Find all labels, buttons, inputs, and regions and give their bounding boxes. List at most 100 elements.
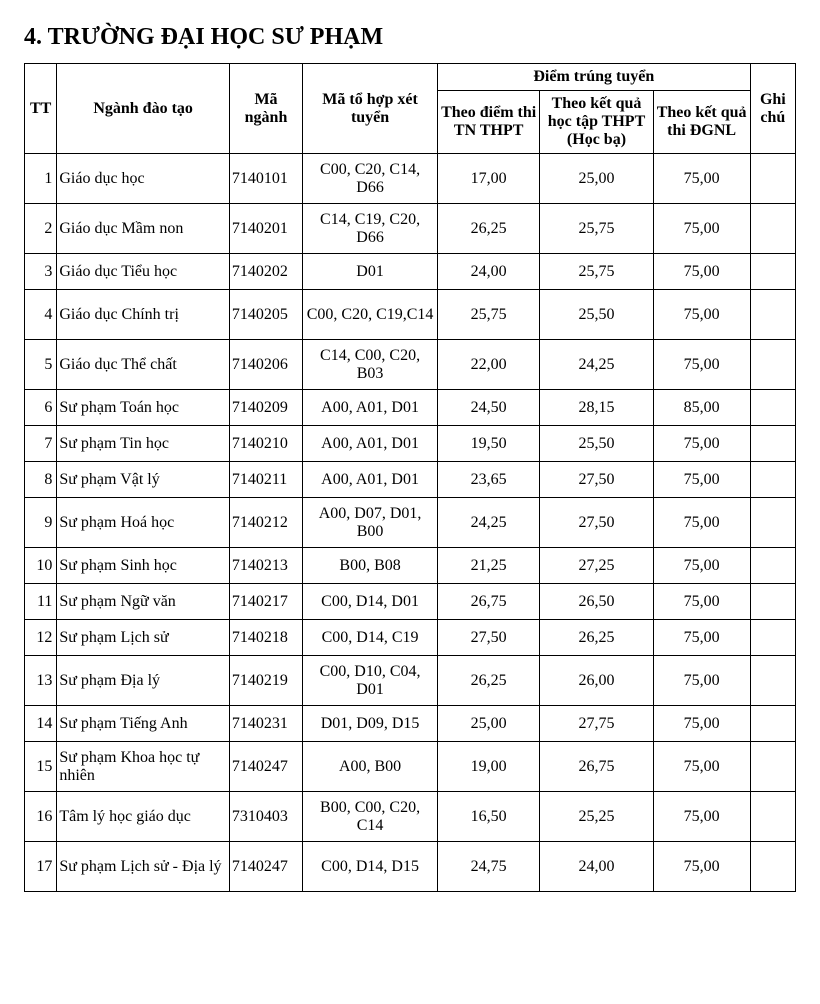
cell-s1: 26,25 bbox=[437, 204, 539, 254]
cell-name: Sư phạm Sinh học bbox=[57, 548, 230, 584]
cell-s3: 75,00 bbox=[653, 584, 750, 620]
cell-tt: 5 bbox=[25, 340, 57, 390]
cell-s1: 17,00 bbox=[437, 154, 539, 204]
cell-note bbox=[750, 426, 795, 462]
cell-s3: 75,00 bbox=[653, 656, 750, 706]
cell-s2: 25,00 bbox=[540, 154, 653, 204]
th-score1: Theo điểm thi TN THPT bbox=[437, 91, 539, 154]
cell-combo: C00, D14, D01 bbox=[303, 584, 438, 620]
cell-combo: C00, D14, C19 bbox=[303, 620, 438, 656]
cell-note bbox=[750, 340, 795, 390]
cell-code: 7140206 bbox=[229, 340, 302, 390]
cell-code: 7310403 bbox=[229, 792, 302, 842]
table-row: 4Giáo dục Chính trị7140205C00, C20, C19,… bbox=[25, 290, 796, 340]
cell-code: 7140210 bbox=[229, 426, 302, 462]
cell-name: Sư phạm Ngữ văn bbox=[57, 584, 230, 620]
cell-s2: 27,50 bbox=[540, 498, 653, 548]
cell-code: 7140231 bbox=[229, 706, 302, 742]
cell-s3: 75,00 bbox=[653, 742, 750, 792]
cell-name: Tâm lý học giáo dục bbox=[57, 792, 230, 842]
cell-s1: 27,50 bbox=[437, 620, 539, 656]
cell-code: 7140217 bbox=[229, 584, 302, 620]
cell-name: Sư phạm Hoá học bbox=[57, 498, 230, 548]
cell-note bbox=[750, 584, 795, 620]
table-body: 1Giáo dục học7140101C00, C20, C14, D6617… bbox=[25, 154, 796, 892]
cell-code: 7140213 bbox=[229, 548, 302, 584]
cell-combo: C00, D10, C04, D01 bbox=[303, 656, 438, 706]
cell-s1: 24,50 bbox=[437, 390, 539, 426]
cell-name: Sư phạm Tin học bbox=[57, 426, 230, 462]
table-row: 3Giáo dục Tiểu học7140202D0124,0025,7575… bbox=[25, 254, 796, 290]
page-title: 4. TRƯỜNG ĐẠI HỌC SƯ PHẠM bbox=[24, 24, 796, 51]
cell-s2: 26,50 bbox=[540, 584, 653, 620]
cell-name: Giáo dục Chính trị bbox=[57, 290, 230, 340]
cell-tt: 8 bbox=[25, 462, 57, 498]
cell-name: Sư phạm Tiếng Anh bbox=[57, 706, 230, 742]
cell-name: Sư phạm Vật lý bbox=[57, 462, 230, 498]
cell-tt: 3 bbox=[25, 254, 57, 290]
th-name: Ngành đào tạo bbox=[57, 64, 230, 154]
cell-note bbox=[750, 742, 795, 792]
cell-s3: 75,00 bbox=[653, 426, 750, 462]
table-row: 8Sư phạm Vật lý7140211A00, A01, D0123,65… bbox=[25, 462, 796, 498]
cell-s3: 75,00 bbox=[653, 462, 750, 498]
cell-combo: D01, D09, D15 bbox=[303, 706, 438, 742]
cell-combo: A00, A01, D01 bbox=[303, 390, 438, 426]
cell-combo: C00, C20, C14, D66 bbox=[303, 154, 438, 204]
table-row: 6Sư phạm Toán học7140209A00, A01, D0124,… bbox=[25, 390, 796, 426]
cell-s1: 26,25 bbox=[437, 656, 539, 706]
cell-s1: 19,00 bbox=[437, 742, 539, 792]
cell-note bbox=[750, 792, 795, 842]
cell-s1: 24,00 bbox=[437, 254, 539, 290]
cell-s3: 75,00 bbox=[653, 548, 750, 584]
cell-note bbox=[750, 620, 795, 656]
cell-s2: 25,25 bbox=[540, 792, 653, 842]
th-score-group: Điểm trúng tuyển bbox=[437, 64, 750, 91]
cell-s3: 75,00 bbox=[653, 290, 750, 340]
cell-s1: 19,50 bbox=[437, 426, 539, 462]
cell-combo: A00, D07, D01, B00 bbox=[303, 498, 438, 548]
cell-s3: 85,00 bbox=[653, 390, 750, 426]
cell-tt: 11 bbox=[25, 584, 57, 620]
table-row: 11Sư phạm Ngữ văn7140217C00, D14, D01 26,… bbox=[25, 584, 796, 620]
cell-s1: 25,00 bbox=[437, 706, 539, 742]
cell-tt: 2 bbox=[25, 204, 57, 254]
cell-name: Sư phạm Toán học bbox=[57, 390, 230, 426]
cell-tt: 17 bbox=[25, 842, 57, 892]
cell-combo: A00, A01, D01 bbox=[303, 462, 438, 498]
cell-s3: 75,00 bbox=[653, 154, 750, 204]
cell-combo: D01 bbox=[303, 254, 438, 290]
table-row: 5Giáo dục Thể chất7140206C14, C00, C20, … bbox=[25, 340, 796, 390]
cell-tt: 10 bbox=[25, 548, 57, 584]
th-score2: Theo kết quả học tập THPT (Học bạ) bbox=[540, 91, 653, 154]
cell-code: 7140218 bbox=[229, 620, 302, 656]
cell-note bbox=[750, 656, 795, 706]
table-row: 10Sư phạm Sinh học7140213B00, B0821,2527… bbox=[25, 548, 796, 584]
cell-tt: 14 bbox=[25, 706, 57, 742]
cell-combo: C14, C00, C20, B03 bbox=[303, 340, 438, 390]
cell-name: Sư phạm Khoa học tự nhiên bbox=[57, 742, 230, 792]
th-combo: Mã tổ hợp xét tuyển bbox=[303, 64, 438, 154]
cell-note bbox=[750, 498, 795, 548]
cell-combo: B00, C00, C20, C14 bbox=[303, 792, 438, 842]
cell-s3: 75,00 bbox=[653, 254, 750, 290]
cell-name: Sư phạm Lịch sử bbox=[57, 620, 230, 656]
cell-name: Sư phạm Lịch sử - Địa lý bbox=[57, 842, 230, 892]
cell-code: 7140101 bbox=[229, 154, 302, 204]
cell-code: 7140212 bbox=[229, 498, 302, 548]
cell-combo: A00, A01, D01 bbox=[303, 426, 438, 462]
cell-code: 7140202 bbox=[229, 254, 302, 290]
cell-code: 7140201 bbox=[229, 204, 302, 254]
cell-s1: 23,65 bbox=[437, 462, 539, 498]
table-row: 1Giáo dục học7140101C00, C20, C14, D6617… bbox=[25, 154, 796, 204]
cell-name: Giáo dục Thể chất bbox=[57, 340, 230, 390]
table-row: 16Tâm lý học giáo dục7310403B00, C00, C2… bbox=[25, 792, 796, 842]
cell-s2: 27,75 bbox=[540, 706, 653, 742]
th-score3: Theo kết quả thi ĐGNL bbox=[653, 91, 750, 154]
cell-s3: 75,00 bbox=[653, 620, 750, 656]
table-row: 15Sư phạm Khoa học tự nhiên7140247A00, B… bbox=[25, 742, 796, 792]
cell-s2: 26,25 bbox=[540, 620, 653, 656]
admission-table: TT Ngành đào tạo Mã ngành Mã tổ hợp xét … bbox=[24, 63, 796, 892]
table-row: 12Sư phạm Lịch sử7140218C00, D14, C1927,… bbox=[25, 620, 796, 656]
cell-combo: C14, C19, C20, D66 bbox=[303, 204, 438, 254]
